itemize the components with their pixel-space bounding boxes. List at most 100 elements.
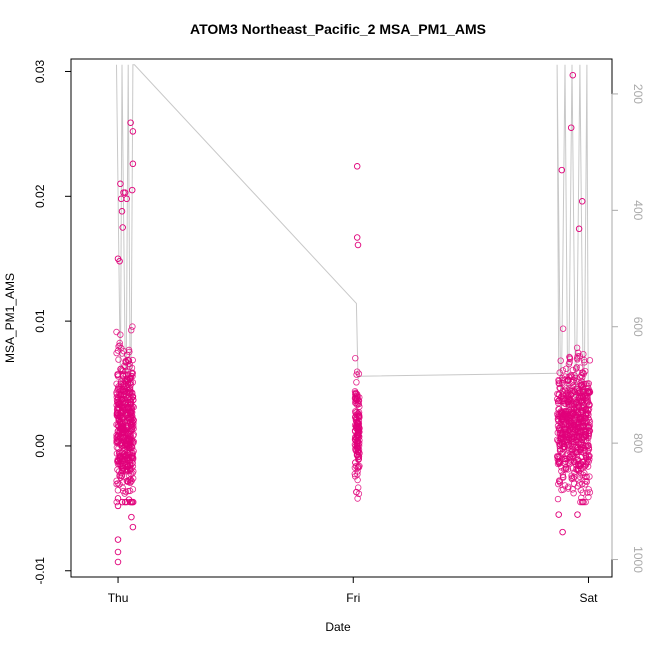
data-point — [567, 458, 575, 465]
data-point — [555, 511, 562, 518]
data-point — [582, 481, 589, 488]
data-point — [129, 523, 137, 531]
data-point — [120, 460, 127, 468]
data-point — [355, 370, 363, 377]
data-point — [129, 356, 136, 364]
data-point — [118, 498, 126, 506]
x-tick-label: Thu — [108, 591, 129, 605]
data-point — [122, 429, 130, 436]
x-axis: Thu Fri Sat — [108, 576, 598, 605]
data-point — [355, 423, 362, 430]
y2-tick-label: 400 — [631, 200, 645, 220]
data-point — [113, 480, 120, 488]
data-point — [560, 455, 567, 462]
data-point — [563, 365, 570, 372]
data-point — [581, 359, 588, 366]
data-point — [586, 452, 593, 460]
data-point — [352, 355, 359, 362]
data-point — [578, 198, 586, 205]
data-point — [355, 413, 362, 421]
data-point — [127, 119, 134, 126]
data-point — [574, 419, 581, 427]
data-point — [561, 376, 569, 383]
data-point — [117, 380, 124, 387]
data-point — [116, 342, 123, 349]
chart-title: ATOM3 Northeast_Pacific_2 MSA_PM1_AMS — [190, 21, 486, 37]
data-point — [559, 528, 566, 536]
data-point — [583, 459, 590, 466]
data-point — [124, 399, 132, 406]
data-point — [570, 438, 577, 446]
data-point — [119, 419, 127, 426]
data-point — [114, 371, 122, 379]
data-point — [574, 353, 581, 360]
data-point — [564, 414, 571, 421]
data-point — [577, 447, 584, 454]
data-point — [127, 327, 135, 334]
data-point — [568, 387, 575, 395]
data-point — [580, 380, 588, 388]
data-point — [555, 480, 562, 488]
data-point — [354, 444, 361, 451]
data-point — [576, 473, 583, 480]
data-point — [563, 415, 570, 422]
data-point — [355, 446, 363, 453]
data-point — [121, 189, 129, 196]
data-point — [123, 442, 131, 449]
y-tick-label: -0.01 — [33, 557, 47, 585]
data-point — [554, 397, 562, 405]
data-point — [558, 430, 565, 437]
data-point — [114, 502, 122, 510]
data-point — [579, 422, 587, 429]
data-point — [585, 493, 592, 501]
data-point — [585, 398, 592, 406]
data-point — [572, 399, 580, 406]
data-point — [555, 424, 563, 432]
data-point — [586, 489, 594, 496]
data-point — [574, 511, 581, 518]
data-point — [580, 404, 587, 411]
data-point — [355, 484, 362, 491]
data-point — [115, 356, 122, 363]
data-point — [353, 400, 360, 407]
data-point — [119, 367, 127, 374]
data-point — [557, 357, 564, 364]
data-point — [565, 400, 572, 408]
data-point — [558, 410, 565, 417]
data-point — [128, 513, 135, 521]
data-point — [354, 454, 362, 461]
data-point — [571, 469, 578, 476]
data-point — [121, 363, 129, 371]
data-point — [116, 257, 123, 265]
y-tick-label: 0.00 — [33, 434, 47, 458]
x-axis-label: Date — [325, 620, 351, 634]
data-point — [116, 481, 123, 488]
y-tick-label: 0.01 — [33, 309, 47, 333]
data-point — [586, 473, 593, 480]
data-point — [560, 474, 567, 481]
data-point — [129, 160, 137, 168]
data-point — [115, 468, 123, 475]
data-point — [585, 385, 592, 392]
y2-tick-label: 200 — [631, 84, 645, 104]
data-point — [573, 344, 581, 351]
data-point — [352, 459, 359, 466]
data-point — [354, 419, 361, 427]
data-point — [129, 449, 137, 457]
data-point — [114, 386, 121, 394]
data-point — [556, 380, 563, 388]
data-point — [122, 488, 129, 496]
data-point — [124, 477, 131, 485]
data-point — [579, 444, 586, 452]
data-point — [561, 482, 569, 489]
data-point — [566, 359, 573, 366]
data-point — [567, 124, 575, 131]
data-point — [572, 394, 579, 401]
data-point — [585, 405, 593, 413]
data-point — [355, 409, 363, 416]
data-point — [116, 339, 123, 347]
data-point — [125, 357, 132, 364]
plot-area — [113, 64, 594, 566]
data-point — [116, 472, 124, 479]
data-point — [120, 487, 127, 495]
